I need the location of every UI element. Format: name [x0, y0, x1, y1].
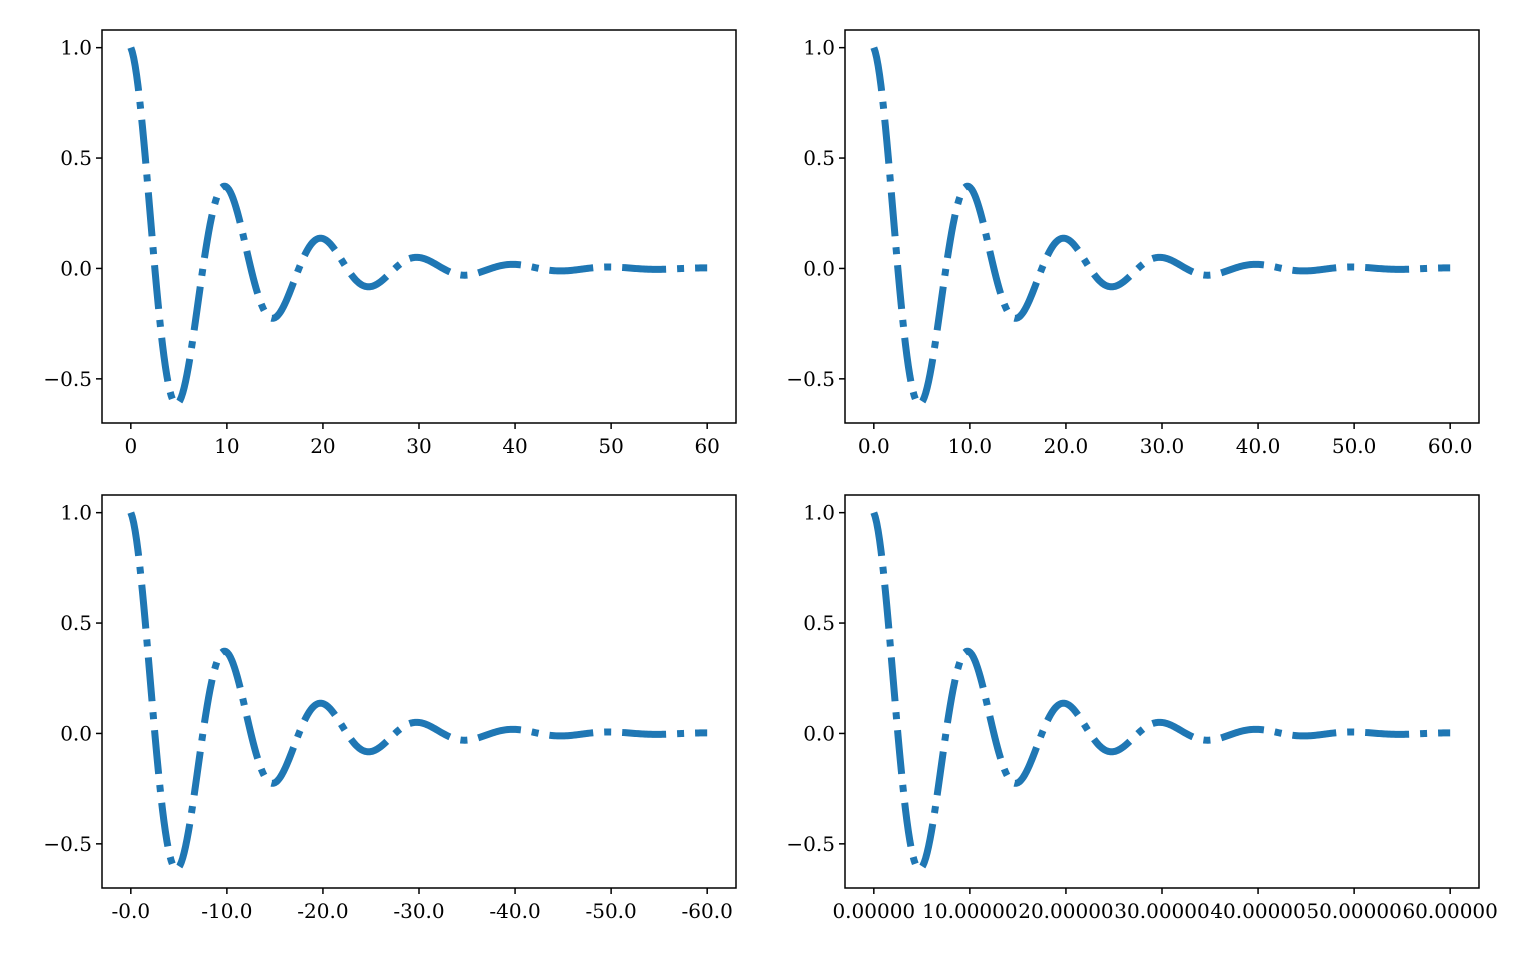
y-tick-label: 0.0 — [60, 721, 92, 745]
x-tick-label: 60 — [694, 434, 719, 458]
x-tick-label: 10.0 — [948, 434, 993, 458]
x-tick-label: 0.00000 — [832, 899, 915, 923]
x-tick-label: 40.00000 — [1210, 899, 1305, 923]
axes-frame — [101, 29, 737, 424]
y-tick-label: 0.0 — [803, 721, 835, 745]
axes-frame — [844, 494, 1480, 889]
subplot-2: 0.0 10.0 20.0 30.0 40.0 50.0 60.0 1.0 0.5 0.0 −0.5 — [786, 29, 1480, 458]
x-tick-label: 20.00000 — [1018, 899, 1113, 923]
y-tick-label: −0.5 — [43, 367, 92, 391]
y-tick-label: 0.5 — [60, 611, 92, 635]
x-tick-label: -40.0 — [489, 899, 540, 923]
x-tick-label: 40.0 — [1236, 434, 1281, 458]
y-tick-label: −0.5 — [43, 832, 92, 856]
x-tick-label: -0.0 — [112, 899, 151, 923]
subplot-4: 0.00000 10.00000 20.00000 30.00000 40.00000 5… — [786, 494, 1498, 923]
x-tick-label: 30.00000 — [1114, 899, 1209, 923]
x-tick-label: -30.0 — [393, 899, 444, 923]
y-tick-label: −0.5 — [786, 367, 835, 391]
series-line — [870, 511, 1453, 873]
axes-frame — [844, 29, 1480, 424]
y-tick-label: 1.0 — [60, 36, 92, 60]
y-tick-label: 0.5 — [803, 146, 835, 170]
x-tick-label: 60.00000 — [1402, 899, 1497, 923]
y-tick-label: −0.5 — [786, 832, 835, 856]
x-tick-label: -50.0 — [585, 899, 636, 923]
series-line — [127, 511, 710, 873]
x-tick-label: 0 — [124, 434, 137, 458]
x-tick-label: -60.0 — [682, 899, 733, 923]
subplot-1: 0 10 20 30 40 50 60 1.0 0.5 0.0 −0.5 — [43, 29, 737, 458]
x-tick-label: 20 — [310, 434, 335, 458]
x-tick-label: 20.0 — [1044, 434, 1089, 458]
x-tick-label: 30 — [406, 434, 431, 458]
axes-frame — [101, 494, 737, 889]
x-tick-label: 30.0 — [1140, 434, 1185, 458]
y-tick-label: 0.5 — [803, 611, 835, 635]
x-tick-label: 50 — [598, 434, 623, 458]
x-tick-label: 10 — [214, 434, 239, 458]
series-line — [127, 46, 710, 408]
y-tick-label: 0.0 — [803, 256, 835, 280]
series-line — [870, 46, 1453, 408]
y-tick-label: 0.0 — [60, 256, 92, 280]
x-tick-label: -20.0 — [297, 899, 348, 923]
subplot-3: -0.0 -10.0 -20.0 -30.0 -40.0 -50.0 -60.0 1.0 0.5… — [43, 494, 737, 923]
x-tick-label: 50.00000 — [1306, 899, 1401, 923]
x-tick-label: 0.0 — [858, 434, 890, 458]
x-tick-label: -10.0 — [201, 899, 252, 923]
x-tick-label: 60.0 — [1428, 434, 1473, 458]
y-tick-label: 1.0 — [803, 36, 835, 60]
x-tick-label: 10.00000 — [922, 899, 1017, 923]
y-tick-label: 1.0 — [60, 501, 92, 525]
y-tick-label: 1.0 — [803, 501, 835, 525]
x-tick-label: 40 — [502, 434, 527, 458]
x-tick-label: 50.0 — [1332, 434, 1377, 458]
y-tick-label: 0.5 — [60, 146, 92, 170]
